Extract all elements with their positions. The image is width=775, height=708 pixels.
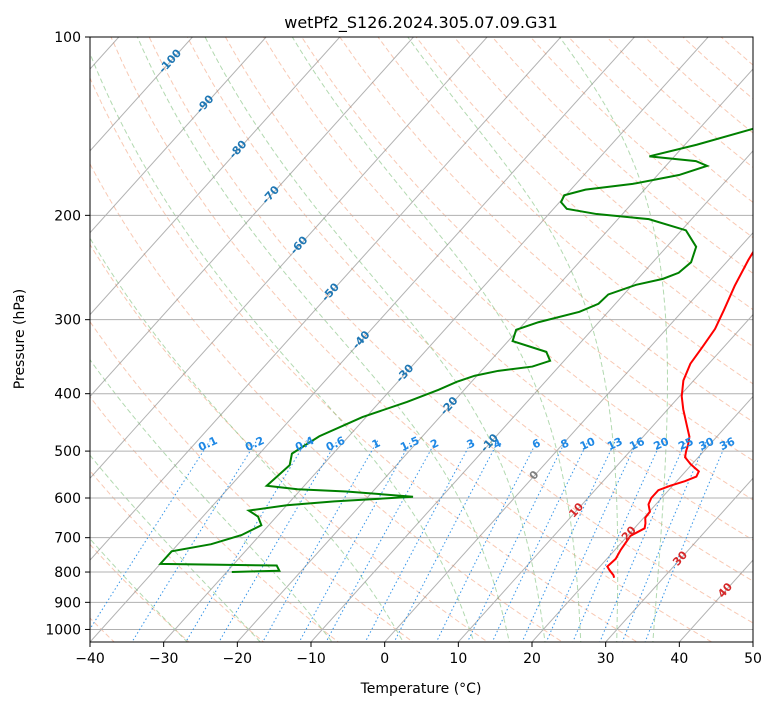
mixing-ratio-line <box>364 440 473 642</box>
dry-adiabat-line <box>148 37 753 624</box>
isotherm-line <box>162 37 709 642</box>
y-tick-label: 500 <box>54 444 81 460</box>
y-tick-label: 900 <box>54 595 81 611</box>
dry-adiabat-line <box>301 37 753 462</box>
isotherm-line <box>90 37 194 152</box>
moist-adiabat-line <box>90 538 188 642</box>
mixing-ratio-line <box>435 440 538 642</box>
moist-adiabat-line <box>90 52 475 642</box>
dry-adiabat-line <box>90 320 414 642</box>
y-tick-label: 200 <box>54 208 81 224</box>
x-tick-label: −40 <box>75 651 105 667</box>
chart-title: wetPf2_S126.2024.305.07.09.G31 <box>284 13 558 33</box>
isotherm-line <box>90 37 415 398</box>
y-axis-label: Pressure (hPa) <box>12 289 28 389</box>
dry-adiabat-line <box>90 76 639 642</box>
y-tick-label: 700 <box>54 531 81 547</box>
y-tick-label: 600 <box>54 491 81 507</box>
isotherm-line <box>90 37 267 234</box>
mixing-ratio-line <box>325 440 437 642</box>
x-tick-label: −30 <box>149 651 179 667</box>
mixing-ratio-label: 20 <box>652 435 672 453</box>
mixing-ratio-label: 36 <box>718 435 738 453</box>
mixing-ratio-line <box>218 440 338 642</box>
isotherm-line <box>90 37 488 480</box>
y-tick-label: 300 <box>54 313 81 329</box>
plot-frame <box>89 36 754 643</box>
isotherm-line <box>310 150 753 642</box>
plot-area: 0.1 0.2 0.4 0.6 1 1.5 2 3 4 6 8 10 13 16 20 25 30 36-100-… <box>90 37 753 642</box>
y-tick-label: 400 <box>54 387 81 403</box>
x-tick-label: 0 <box>380 651 389 667</box>
dry-adiabat-line <box>90 243 489 642</box>
isotherm-line <box>90 37 341 316</box>
moist-adiabat-line <box>204 37 546 642</box>
mixing-ratio-line <box>491 440 589 642</box>
isotherm-line <box>383 231 753 642</box>
dry-adiabat-line <box>339 37 753 423</box>
mixing-ratio-line <box>262 440 379 642</box>
mixing-ratio-label: 16 <box>627 435 647 453</box>
dry-adiabat-line <box>90 470 265 642</box>
y-tick-label: 100 <box>54 30 81 46</box>
isotherm-line <box>90 37 562 561</box>
mixing-ratio-label: 13 <box>605 435 624 453</box>
isotherm-line <box>604 477 753 642</box>
x-tick-label: 40 <box>670 651 688 667</box>
mixing-ratio-label: 10 <box>578 435 598 453</box>
dry-adiabat-line <box>453 37 753 311</box>
mixing-ratio-line <box>599 440 687 642</box>
mixing-ratio-line <box>90 440 211 630</box>
dry-adiabat-line <box>90 162 564 642</box>
isotherm-line <box>457 313 753 642</box>
mixing-ratio-label: 30 <box>697 435 717 453</box>
y-tick-label: 800 <box>54 565 81 581</box>
x-tick-label: 10 <box>449 651 467 667</box>
x-axis-label: Temperature (°C) <box>360 681 482 697</box>
dry-adiabat-line <box>415 37 753 348</box>
temperature-profile-line <box>606 250 753 579</box>
mixing-ratio-line <box>572 440 663 642</box>
mixing-ratio-label: 25 <box>676 435 695 453</box>
x-tick-label: 20 <box>523 651 541 667</box>
y-axis: 100 200 300 400 500 600 700 800 900 1000 <box>45 30 90 638</box>
mixing-ratio-line <box>298 440 412 642</box>
isotherm-line <box>90 37 636 642</box>
mixing-ratio-line <box>621 440 708 642</box>
mixing-ratio-line <box>521 440 616 642</box>
dewpoint-profile-line <box>158 127 753 574</box>
x-tick-label: 50 <box>744 651 762 667</box>
dry-adiabat-line <box>110 37 713 642</box>
mixing-ratio-line <box>185 440 308 642</box>
x-tick-label: −20 <box>223 651 253 667</box>
isotherm-line <box>531 395 753 642</box>
x-tick-label: 30 <box>597 651 615 667</box>
mixing-ratio-line <box>466 440 567 642</box>
y-tick-label: 1000 <box>45 622 81 638</box>
x-tick-label: −10 <box>296 651 326 667</box>
dry-adiabat-line <box>186 37 753 582</box>
mixing-ratio-line <box>545 440 638 642</box>
dry-adiabat-line <box>90 396 340 642</box>
dry-adiabat-line <box>262 37 753 501</box>
moist-adiabat-line <box>136 37 510 642</box>
x-axis: −40 −30 −20 −10 0 10 20 30 40 50 <box>75 642 762 667</box>
mixing-ratio-line <box>393 440 500 642</box>
